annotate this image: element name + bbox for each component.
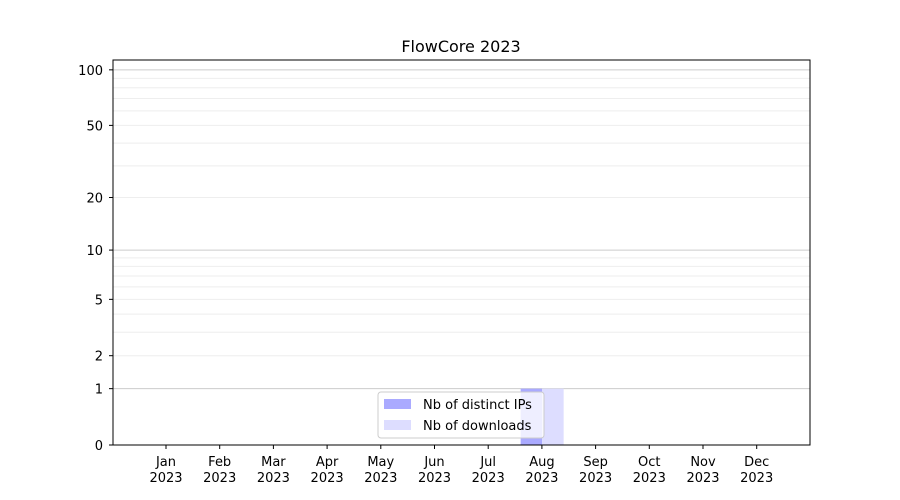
x-tick-label: Oct xyxy=(638,455,660,470)
x-tick-label: 2023 xyxy=(418,471,451,486)
y-tick-label: 10 xyxy=(86,244,103,259)
y-tick-label: 2 xyxy=(95,350,103,365)
y-tick-label: 100 xyxy=(78,64,103,79)
x-tick-label: Apr xyxy=(316,455,339,470)
chart-title: FlowCore 2023 xyxy=(401,37,520,56)
legend-swatch xyxy=(384,420,411,430)
y-axis: 0 1 2 5 10 20 50 100 xyxy=(78,64,113,454)
x-tick-label: 2023 xyxy=(257,471,290,486)
y-tick-label: 0 xyxy=(95,439,103,454)
x-tick-label: Mar xyxy=(261,455,286,470)
grid xyxy=(113,69,810,390)
x-tick-label: 2023 xyxy=(740,471,773,486)
x-tick-label: 2023 xyxy=(472,471,505,486)
y-tick-label: 50 xyxy=(86,119,103,134)
x-tick-label: Jan xyxy=(155,455,176,470)
bar-downloads xyxy=(542,388,564,445)
legend: Nb of distinct IPs Nb of downloads xyxy=(377,391,545,439)
legend-swatch xyxy=(384,399,411,409)
x-tick-label: 2023 xyxy=(633,471,666,486)
x-tick-label: 2023 xyxy=(203,471,236,486)
x-tick-label: Sep xyxy=(583,455,608,470)
y-tick-label: 1 xyxy=(95,383,103,398)
x-tick-label: Jun xyxy=(423,455,444,470)
plot-frame xyxy=(112,59,811,446)
x-tick-label: 2023 xyxy=(525,471,558,486)
x-axis: Jan2023Feb2023Mar2023Apr2023May2023Jun20… xyxy=(149,445,773,486)
x-tick-label: 2023 xyxy=(364,471,397,486)
x-tick-label: Aug xyxy=(529,455,554,470)
x-tick-label: Dec xyxy=(744,455,769,470)
x-tick-label: May xyxy=(367,455,394,470)
x-tick-label: 2023 xyxy=(686,471,719,486)
legend-label: Nb of downloads xyxy=(423,419,532,434)
x-tick-label: Nov xyxy=(690,455,716,470)
y-tick-label: 20 xyxy=(86,192,103,207)
y-tick-label: 5 xyxy=(95,293,103,308)
x-tick-label: 2023 xyxy=(311,471,344,486)
legend-label: Nb of distinct IPs xyxy=(423,398,532,413)
x-tick-label: 2023 xyxy=(579,471,612,486)
legend-box xyxy=(377,391,545,439)
x-tick-label: Jul xyxy=(479,455,496,470)
x-tick-label: 2023 xyxy=(149,471,182,486)
x-tick-label: Feb xyxy=(208,455,231,470)
